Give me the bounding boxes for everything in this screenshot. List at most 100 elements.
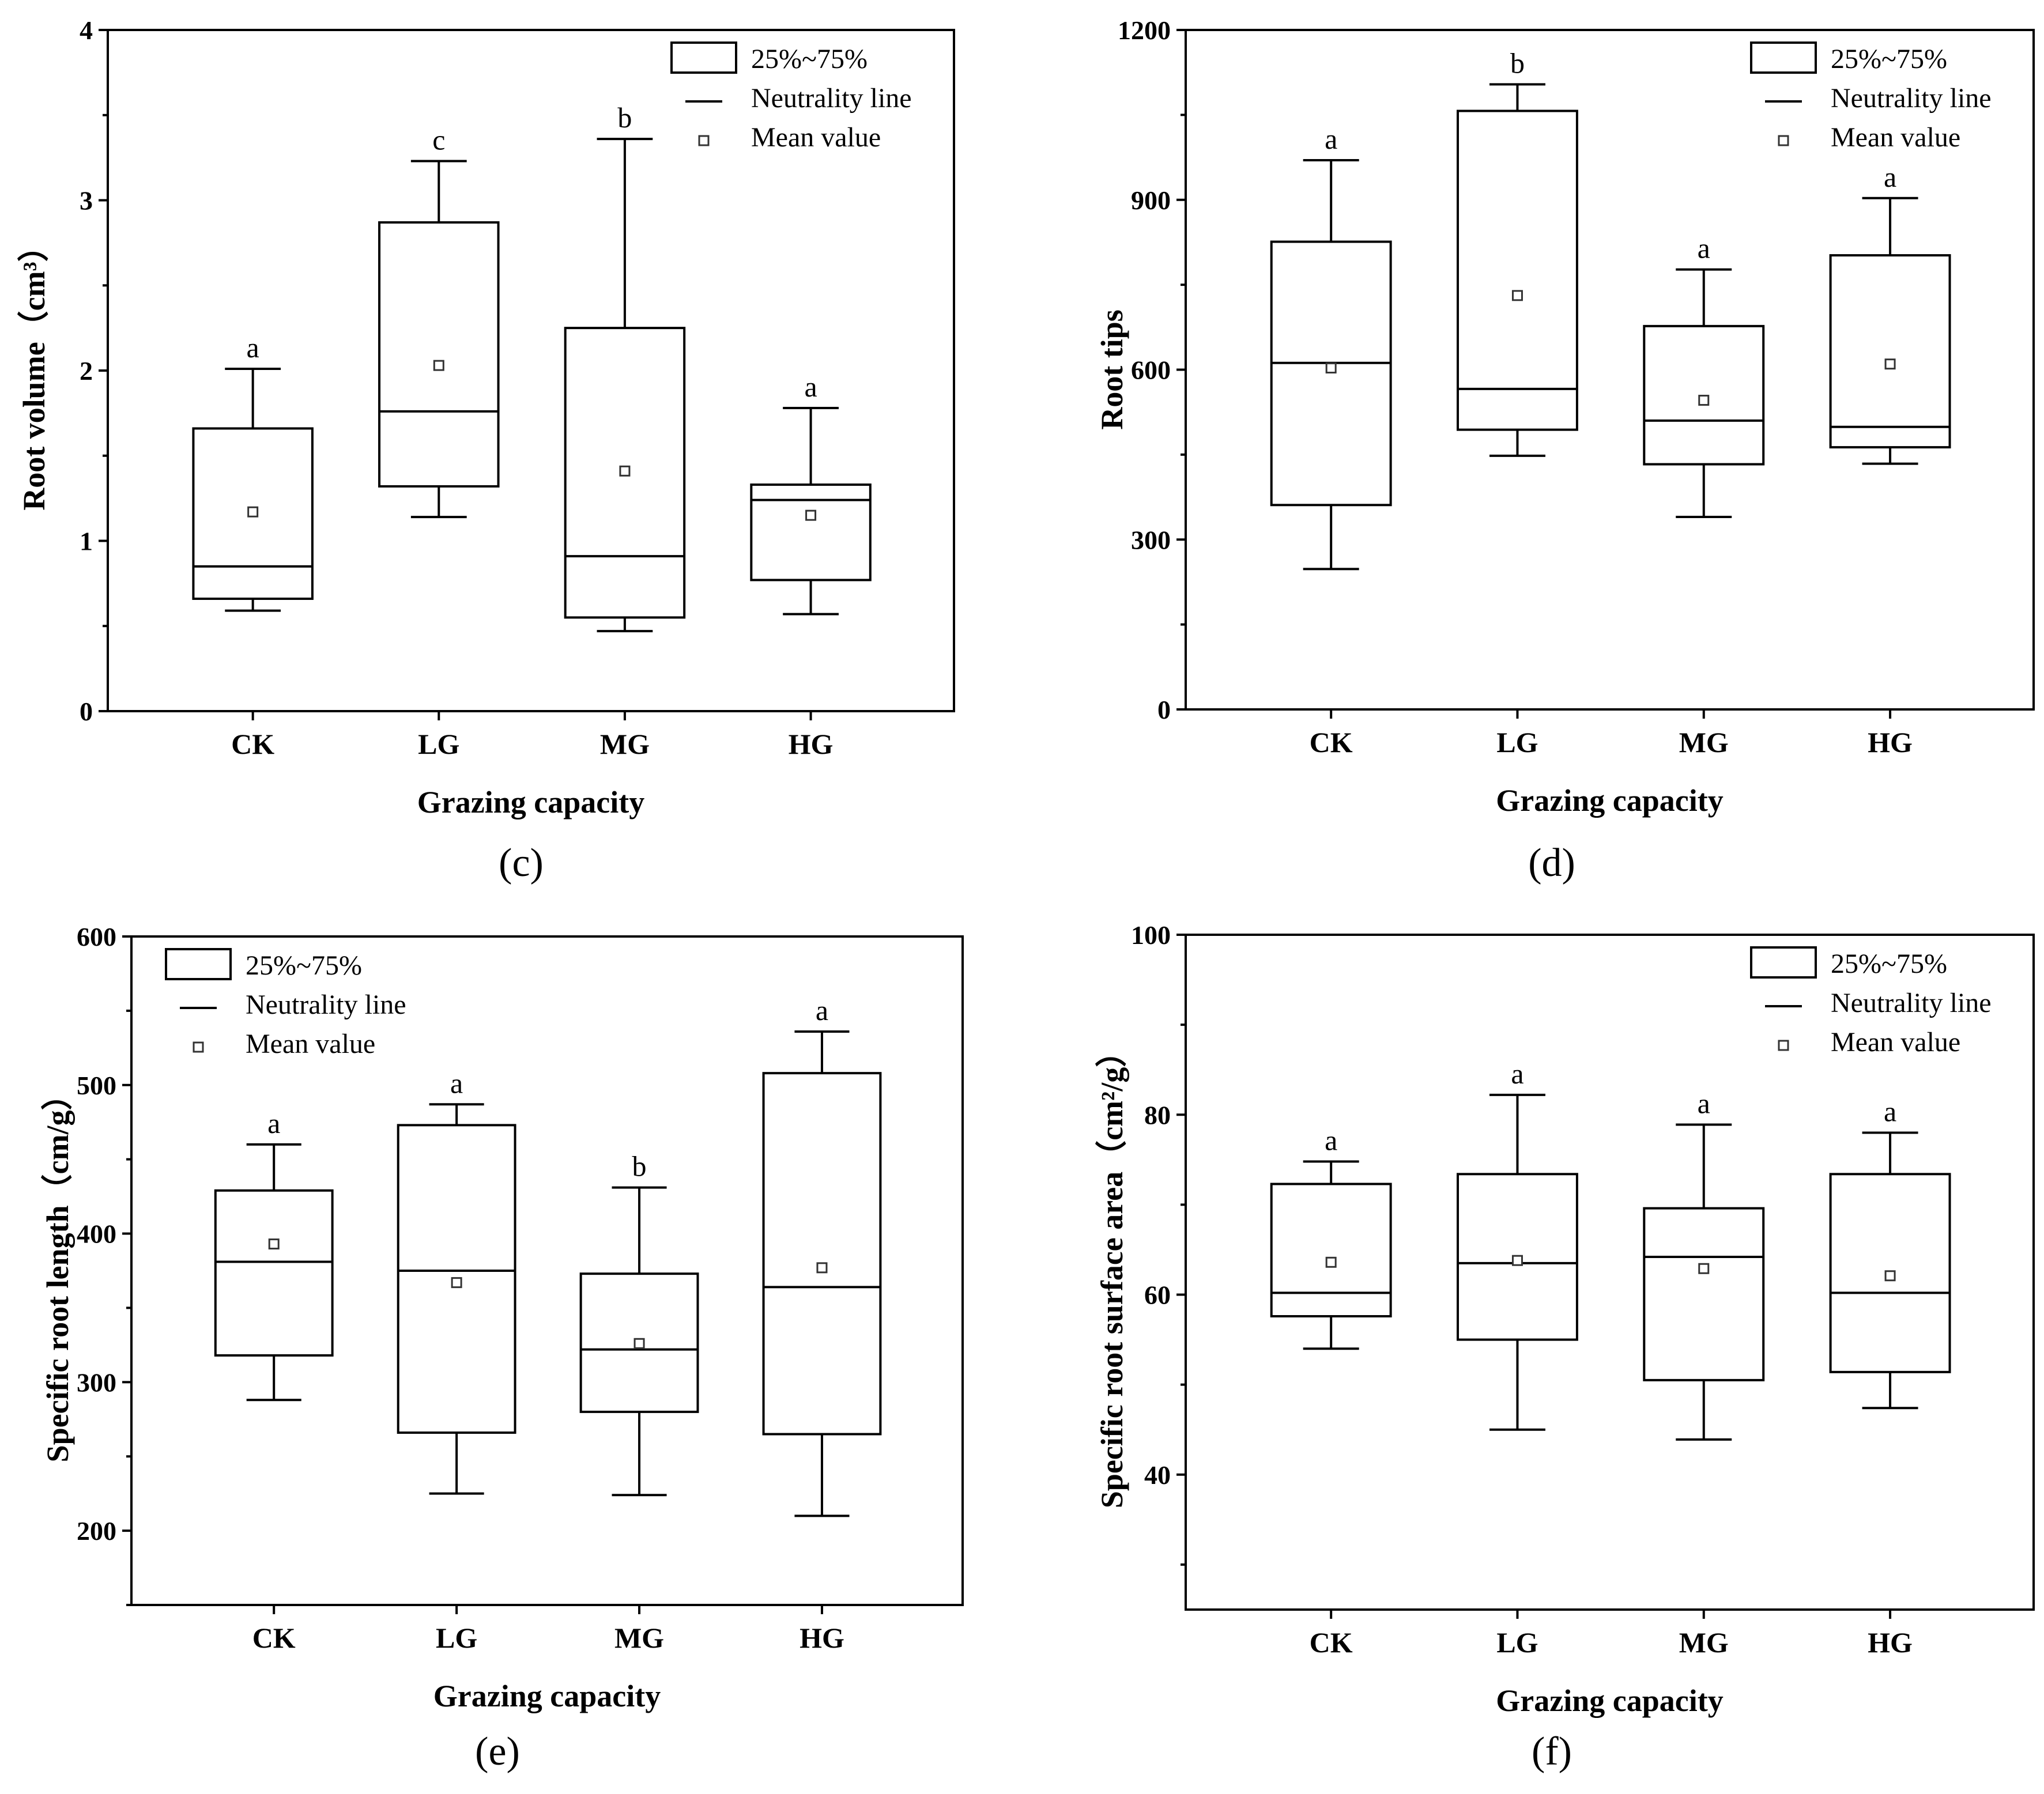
mean-marker xyxy=(816,1262,828,1274)
box-CK: a xyxy=(214,1107,334,1402)
box-CK: a xyxy=(1270,123,1392,571)
y-tick-label: 1200 xyxy=(1118,16,1171,45)
box-CK: a xyxy=(192,331,314,612)
y-axis-title: Specific root length（cm/g） xyxy=(40,1079,75,1463)
mean-marker xyxy=(1698,395,1710,406)
mean-marker xyxy=(451,1277,462,1289)
y-tick-label: 400 xyxy=(77,1219,116,1249)
iqr-box xyxy=(214,1189,334,1357)
legend-label: Mean value xyxy=(1831,122,1960,153)
x-tick-label: MG xyxy=(600,728,650,760)
x-tick-label: LG xyxy=(1496,726,1538,758)
legend-box-swatch xyxy=(1750,41,1817,74)
legend-label: 25%~75% xyxy=(1831,44,1947,74)
y-tick-label: 60 xyxy=(1144,1281,1171,1310)
significance-letter: a xyxy=(816,994,828,1026)
chart-panel-f: 40 60 80 100 CK LG MG HG Grazing capacity Specifi… xyxy=(1095,920,2035,1718)
box-LG: b xyxy=(1457,47,1578,457)
box-HG: a xyxy=(762,994,882,1517)
x-axis-title: Grazing capacity xyxy=(417,785,644,819)
x-axis-title: Grazing capacity xyxy=(1496,1683,1723,1718)
significance-letter: a xyxy=(1325,1124,1337,1156)
iqr-box xyxy=(1457,1173,1578,1341)
significance-letter: a xyxy=(450,1067,463,1099)
mean-marker xyxy=(1511,290,1523,301)
mean-marker xyxy=(1511,1255,1523,1266)
legend-mean-swatch xyxy=(1778,135,1789,146)
panel-caption: (d) xyxy=(1528,841,1575,885)
chart-panel-e: 200 300 400 500 600 CK LG MG HG Grazing capacity S… xyxy=(40,922,964,1713)
box-HG: a xyxy=(1829,1095,1951,1410)
x-tick-label: CK xyxy=(231,728,274,760)
box-MG: b xyxy=(579,1150,699,1497)
iqr-box xyxy=(762,1072,882,1436)
legend-label: Neutrality line xyxy=(1831,83,1992,114)
mean-marker xyxy=(247,506,259,518)
legend-mean-swatch xyxy=(1778,1040,1789,1051)
box-LG: a xyxy=(397,1067,516,1495)
panel-caption: (c) xyxy=(499,841,544,885)
x-tick-label: CK xyxy=(1310,726,1353,758)
legend-label: 25%~75% xyxy=(246,950,362,981)
significance-letter: a xyxy=(247,331,259,364)
y-tick-label: 4 xyxy=(80,16,93,45)
significance-letter: a xyxy=(267,1107,280,1139)
legend-label: 25%~75% xyxy=(1831,949,1947,979)
box-MG: a xyxy=(1643,1087,1765,1441)
legend-box-swatch xyxy=(670,41,737,74)
significance-letter: a xyxy=(1884,1095,1896,1127)
iqr-box xyxy=(1643,1207,1765,1381)
y-tick-label: 200 xyxy=(77,1516,116,1546)
y-tick-label: 300 xyxy=(77,1368,116,1397)
x-axis-title: Grazing capacity xyxy=(433,1679,661,1713)
significance-letter: b xyxy=(617,101,632,134)
y-tick-label: 100 xyxy=(1131,920,1171,950)
legend-label: Neutrality line xyxy=(246,989,406,1020)
y-tick-label: 40 xyxy=(1144,1460,1171,1490)
x-tick-label: HG xyxy=(1868,1626,1913,1659)
legend-label: Mean value xyxy=(1831,1027,1960,1057)
significance-letter: a xyxy=(1884,161,1896,193)
x-tick-label: MG xyxy=(614,1622,664,1654)
legend-label: Mean value xyxy=(246,1029,375,1059)
panel-caption: (e) xyxy=(475,1729,520,1774)
legend-label: Mean value xyxy=(751,122,881,153)
mean-marker xyxy=(805,509,817,521)
mean-marker xyxy=(1698,1263,1710,1274)
box-LG: a xyxy=(1457,1057,1578,1431)
box-HG: a xyxy=(750,371,872,615)
mean-marker xyxy=(1325,362,1337,374)
legend: 25%~75% Neutrality line Mean value xyxy=(670,41,912,153)
significance-letter: a xyxy=(1698,1087,1710,1119)
mean-marker xyxy=(1884,358,1896,370)
x-tick-label: LG xyxy=(1496,1626,1538,1659)
x-tick-label: HG xyxy=(1868,726,1913,758)
legend-label: 25%~75% xyxy=(751,44,868,74)
panel-caption: (f) xyxy=(1532,1729,1572,1774)
legend: 25%~75% Neutrality line Mean value xyxy=(1750,41,1992,153)
y-tick-label: 600 xyxy=(1131,356,1171,385)
x-tick-label: LG xyxy=(418,728,459,760)
mean-marker xyxy=(633,1338,645,1349)
plot-frame xyxy=(1185,934,2035,1611)
x-tick-label: HG xyxy=(800,1622,844,1654)
plot-frame xyxy=(130,935,964,1606)
legend-mean-swatch xyxy=(698,135,710,146)
y-tick-label: 900 xyxy=(1131,186,1171,215)
y-axis-title: Root tips xyxy=(1095,309,1129,430)
legend-mean-swatch xyxy=(193,1041,204,1053)
y-tick-label: 500 xyxy=(77,1071,116,1100)
x-axis-title: Grazing capacity xyxy=(1496,783,1723,818)
significance-letter: a xyxy=(1698,232,1710,265)
y-tick-label: 300 xyxy=(1131,525,1171,554)
iqr-box xyxy=(1829,254,1951,449)
mean-marker xyxy=(1884,1270,1896,1282)
x-tick-label: CK xyxy=(252,1622,296,1654)
y-tick-label: 1 xyxy=(80,527,93,556)
y-axis-title: Root volume（cm³） xyxy=(17,231,51,511)
y-tick-label: 600 xyxy=(77,922,116,951)
y-axis-title: Specific root surface area（cm²/g） xyxy=(1095,1036,1129,1508)
significance-letter: b xyxy=(632,1150,647,1183)
mean-marker xyxy=(268,1238,280,1250)
